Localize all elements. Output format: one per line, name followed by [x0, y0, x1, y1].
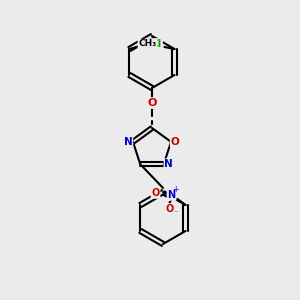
Text: N: N — [124, 137, 132, 147]
Text: O: O — [147, 98, 157, 108]
Text: +: + — [172, 185, 179, 194]
Text: ⁻: ⁻ — [173, 208, 178, 217]
Text: CH₃: CH₃ — [138, 40, 157, 49]
Text: N: N — [164, 159, 173, 169]
Text: O: O — [152, 188, 160, 198]
Text: N: N — [167, 190, 175, 200]
Text: O: O — [165, 204, 174, 214]
Text: Cl: Cl — [151, 39, 162, 49]
Text: O: O — [171, 137, 179, 147]
